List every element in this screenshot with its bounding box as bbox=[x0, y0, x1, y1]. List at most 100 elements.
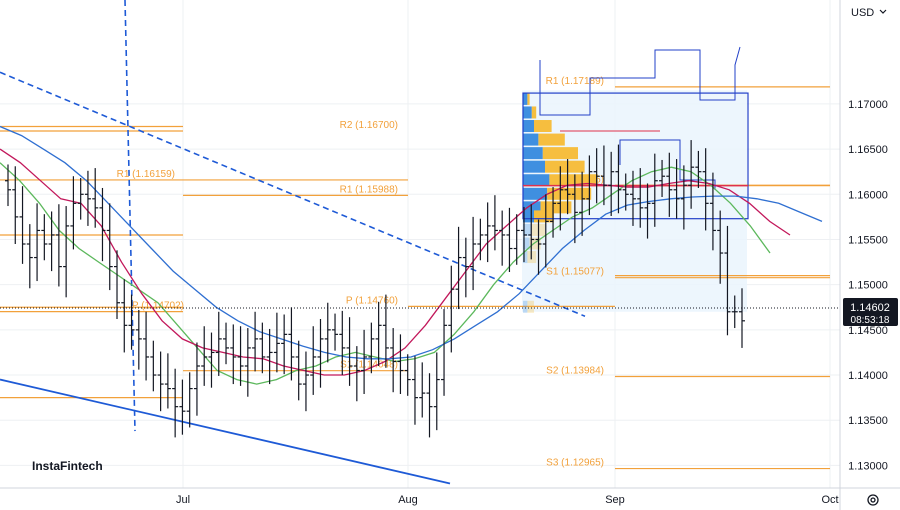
ohlc-bar bbox=[397, 334, 404, 395]
ohlc-bar bbox=[375, 301, 382, 366]
ohlc-bar bbox=[208, 332, 215, 388]
ohlc-bar bbox=[295, 340, 302, 401]
ohlc-bar bbox=[121, 279, 128, 353]
current-price-tag: 1.14602 08:53:18 bbox=[843, 298, 898, 326]
price-tag-time: 08:53:18 bbox=[851, 315, 890, 326]
ohlc-bar bbox=[499, 210, 506, 266]
ohlc-bar bbox=[252, 311, 259, 372]
volume-profile-up-bar bbox=[523, 106, 532, 119]
ohlc-bar bbox=[484, 202, 491, 263]
ohlc-bar bbox=[491, 195, 498, 251]
ohlc-bar bbox=[593, 148, 600, 204]
price-tick-label: 1.15500 bbox=[848, 234, 888, 246]
profile-outline bbox=[619, 139, 716, 190]
ohlc-bar bbox=[201, 326, 208, 386]
ohlc-bar bbox=[19, 186, 26, 264]
ohlc-bar bbox=[99, 187, 106, 262]
currency-button-label[interactable]: USD bbox=[851, 7, 874, 19]
ohlc-bar bbox=[5, 164, 11, 207]
ohlc-bar bbox=[332, 313, 339, 351]
volume-profile-down-bar bbox=[534, 210, 554, 223]
volume-profile-up-bar bbox=[523, 251, 528, 264]
ohlc-bar bbox=[281, 314, 288, 375]
ohlc-bar bbox=[513, 214, 520, 265]
price-tick-label: 1.13000 bbox=[848, 460, 888, 472]
value-area-box bbox=[522, 90, 747, 312]
ohlc-bar bbox=[739, 288, 745, 348]
ohlc-bar bbox=[223, 322, 230, 365]
ohlc-bar bbox=[608, 151, 615, 216]
chevron-down-icon[interactable] bbox=[879, 9, 887, 14]
ohlc-bar bbox=[477, 218, 484, 261]
ohlc-bar bbox=[346, 317, 353, 386]
volume-profile-down-bar bbox=[531, 106, 537, 119]
ohlc-bar bbox=[644, 183, 651, 239]
ohlc-bars bbox=[5, 140, 745, 438]
ohlc-bar bbox=[135, 309, 142, 370]
price-tick-label: 1.16000 bbox=[848, 189, 888, 201]
ohlc-bar bbox=[564, 159, 571, 215]
ohlc-bar bbox=[77, 178, 84, 220]
value-area-highlight bbox=[522, 90, 747, 312]
ohlc-bar bbox=[172, 368, 179, 438]
gear-icon[interactable] bbox=[867, 494, 879, 506]
ohlc-bar bbox=[12, 166, 19, 244]
moving-average-line bbox=[0, 148, 791, 376]
ohlc-bar bbox=[637, 168, 644, 228]
ohlc-bar bbox=[215, 311, 222, 376]
ohlc-bar bbox=[390, 328, 397, 393]
ohlc-bar bbox=[426, 373, 433, 438]
ohlc-bar bbox=[273, 312, 280, 373]
volume-profile-up-bar bbox=[523, 174, 550, 187]
ohlc-bar bbox=[34, 203, 41, 282]
volume-profile-down-bar bbox=[527, 92, 530, 105]
ohlc-bar bbox=[26, 224, 33, 289]
volume-profile-up-bar bbox=[523, 237, 530, 250]
ohlc-bar bbox=[680, 165, 687, 230]
profile-frame bbox=[522, 92, 749, 220]
ohlc-bar bbox=[528, 204, 535, 260]
watermark-logo: InstaFintech bbox=[32, 459, 103, 473]
volume-profile-up-bar bbox=[523, 92, 528, 105]
currency-button[interactable]: USD bbox=[845, 2, 890, 22]
currency-button-background[interactable] bbox=[845, 2, 890, 22]
price-tick-label: 1.16500 bbox=[848, 144, 888, 156]
ohlc-bar bbox=[259, 322, 266, 374]
ohlc-bar bbox=[455, 226, 462, 310]
ohlc-bar bbox=[70, 176, 77, 250]
time-tick-label: Jul bbox=[176, 494, 190, 506]
time-tick-label: Oct bbox=[821, 494, 838, 506]
price-axis: 1.13000 1.13500 1.14000 1.14500 1.15000 1.155… bbox=[839, 0, 888, 510]
time-tick-label: Sep bbox=[605, 494, 625, 506]
ohlc-bar bbox=[48, 211, 55, 272]
ohlc-bar bbox=[673, 159, 680, 219]
ohlc-bar bbox=[717, 210, 724, 284]
volume-profile-up-bar bbox=[523, 120, 534, 133]
ohlc-bar bbox=[310, 326, 317, 395]
ohlc-bar bbox=[666, 152, 673, 217]
volume-profile-down-bar bbox=[538, 133, 565, 146]
ohlc-bar bbox=[288, 307, 295, 381]
ohlc-bar bbox=[629, 170, 636, 226]
ohlc-bar bbox=[731, 295, 738, 329]
moving-averages bbox=[0, 125, 823, 385]
volume-profile-down-bar bbox=[542, 147, 578, 160]
pivot-label: S1 (1.14048) bbox=[340, 360, 398, 371]
volume-profile-up-bar bbox=[523, 160, 545, 173]
ohlc-bar bbox=[143, 311, 150, 381]
volume-profile-up-bar bbox=[523, 187, 548, 200]
pivot-label: R1 (1.15988) bbox=[340, 184, 398, 195]
volume-profile-up-bar bbox=[523, 147, 543, 160]
ohlc-bar bbox=[92, 168, 99, 228]
dashed-trend-line bbox=[0, 71, 586, 318]
ohlc-bar bbox=[542, 194, 549, 268]
volume-profile bbox=[522, 46, 749, 313]
ohlc-bar bbox=[586, 155, 593, 216]
time-axis: Jul Aug Sep Oct bbox=[0, 487, 900, 506]
ohlc-bar bbox=[266, 328, 273, 385]
trend-lines bbox=[0, 0, 586, 485]
pivot-label: R1 (1.17189) bbox=[546, 76, 604, 87]
pivot-label: R2 (1.16700) bbox=[340, 120, 398, 131]
volume-profile-up-bar bbox=[523, 300, 528, 313]
